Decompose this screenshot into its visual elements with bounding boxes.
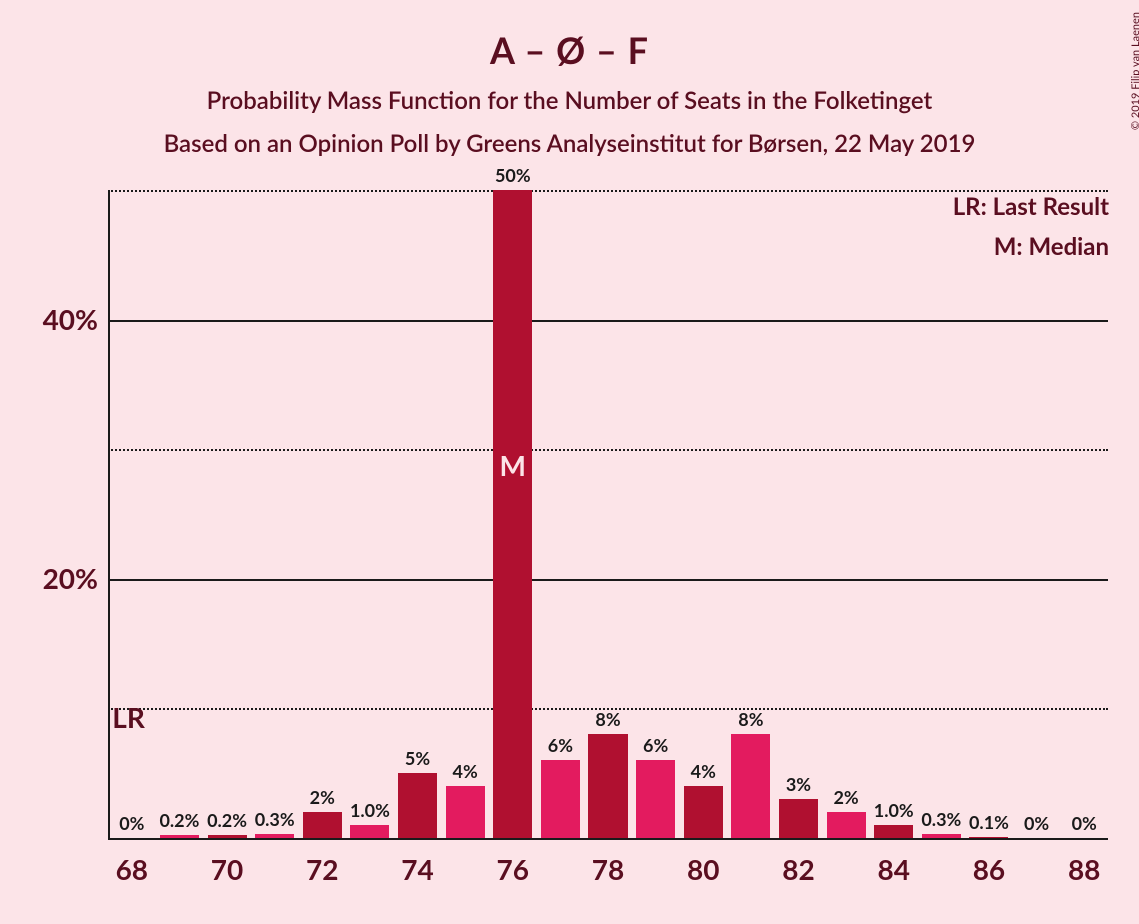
bar — [350, 825, 389, 838]
x-axis-tick-label: 74 — [378, 852, 458, 886]
bar-value-label: 0% — [1055, 812, 1114, 834]
bar — [827, 812, 866, 838]
y-axis-tick-label: 20% — [18, 561, 98, 595]
x-axis-tick-label: 82 — [758, 852, 838, 886]
bar-value-label: 6% — [626, 734, 685, 756]
bar — [160, 835, 199, 838]
x-axis-tick-label: 76 — [473, 852, 553, 886]
gridline — [108, 190, 1108, 192]
bar — [779, 799, 818, 838]
bar-value-label: 6% — [531, 734, 590, 756]
bar — [684, 786, 723, 838]
x-axis-tick-label: 78 — [568, 852, 648, 886]
copyright-text: © 2019 Filip van Laenen — [1129, 12, 1139, 130]
bar-value-label: 4% — [674, 760, 733, 782]
bar — [636, 760, 675, 838]
bar-value-label: 0.3% — [245, 808, 304, 830]
bar — [922, 834, 961, 838]
bar-value-label: 1.0% — [340, 799, 399, 821]
bar — [731, 734, 770, 838]
gridline — [108, 449, 1108, 451]
last-result-marker: LR — [112, 700, 145, 734]
bar — [874, 825, 913, 838]
bar — [255, 834, 294, 838]
bar — [398, 773, 437, 838]
bar — [541, 760, 580, 838]
x-axis-tick-label: 72 — [282, 852, 362, 886]
x-axis-tick-label: 84 — [854, 852, 934, 886]
chart-title: A – Ø – F — [0, 0, 1139, 72]
x-axis-tick-label: 88 — [1044, 852, 1124, 886]
gridline — [108, 579, 1108, 581]
bar — [303, 812, 342, 838]
x-axis-tick-label: 86 — [949, 852, 1029, 886]
y-axis-line — [108, 190, 110, 838]
bar-value-label: 8% — [578, 708, 637, 730]
chart-subtitle-2: Based on an Opinion Poll by Greens Analy… — [0, 129, 1139, 158]
chart-subtitle-1: Probability Mass Function for the Number… — [0, 86, 1139, 115]
bar — [208, 835, 247, 838]
x-axis-tick-label: 68 — [92, 852, 172, 886]
bar-value-label: 8% — [721, 708, 780, 730]
chart-plot-area: 20%40%68707274767880828486880%0.2%0.2%0.… — [108, 190, 1108, 838]
bar-value-label: 4% — [436, 760, 495, 782]
bar — [493, 190, 532, 838]
bar — [969, 837, 1008, 838]
x-axis-line — [108, 838, 1108, 840]
x-axis-tick-label: 70 — [187, 852, 267, 886]
median-marker: M — [493, 448, 532, 482]
x-axis-tick-label: 80 — [663, 852, 743, 886]
y-axis-tick-label: 40% — [18, 302, 98, 336]
bar — [588, 734, 627, 838]
bar — [446, 786, 485, 838]
bar-value-label: 50% — [483, 164, 542, 186]
gridline — [108, 320, 1108, 322]
